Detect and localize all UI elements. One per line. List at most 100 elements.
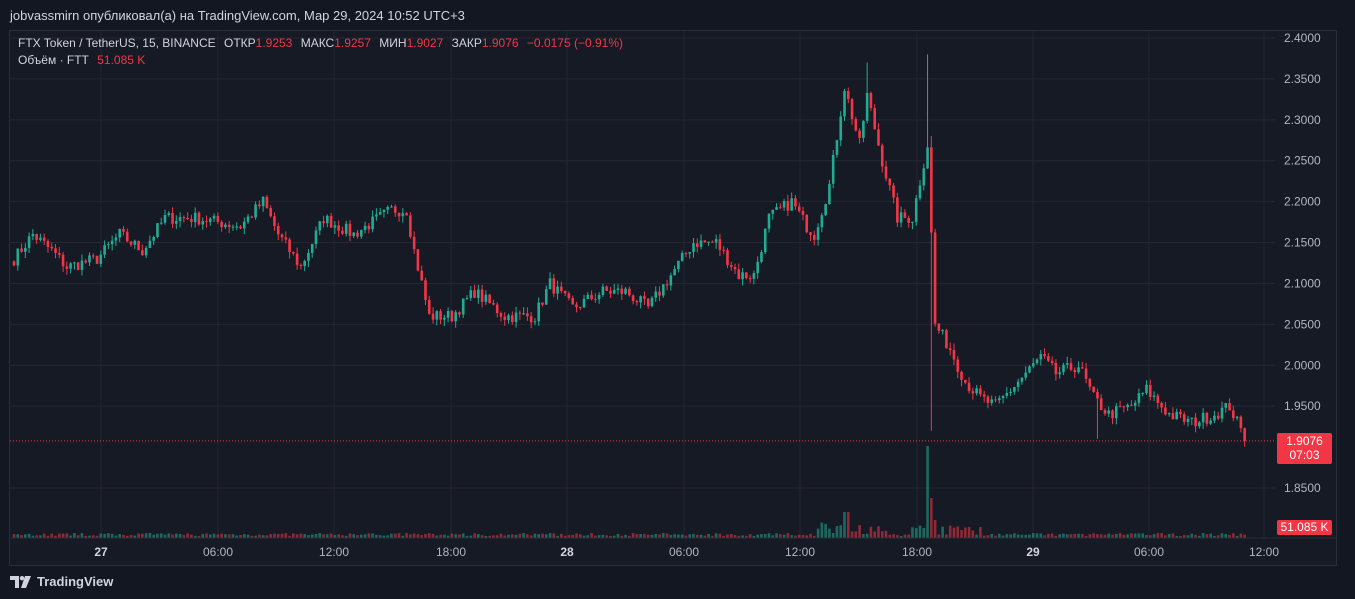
candle-body [125,231,129,242]
volume-bar [1220,533,1224,538]
time-tick-label: 12:00 [319,545,349,559]
candle-body [903,212,907,218]
candle-body [261,196,265,207]
volume-bar [65,533,69,538]
volume-bar [662,533,665,538]
volume-bar [763,534,767,538]
candle-body [1194,417,1197,427]
candle-body [1024,372,1027,378]
volume-bar [948,525,952,538]
close-value: 1.9076 [481,36,519,50]
candle-body [242,221,246,229]
candle-body [899,212,903,223]
volume-bar [473,533,476,538]
volume-bar [1092,533,1095,538]
symbol-title[interactable]: FTX Token / TetherUS, 15, BINANCE [18,36,216,50]
volume-bar [986,535,990,538]
volume-bar [171,534,174,538]
candle-body [790,198,793,211]
tradingview-brand[interactable]: TradingView [10,574,113,589]
volume-bar [646,534,650,538]
candle-body [273,216,276,226]
volume-bar [205,533,208,538]
volume-label[interactable]: Объём · FTT [18,53,89,67]
volume-bar [122,534,125,538]
candle-body [816,227,820,240]
candle-body [1054,362,1058,375]
volume-bar [1148,535,1152,538]
candle-body [960,371,963,380]
candle-body [1001,395,1005,399]
chart-legend: FTX Token / TetherUS, 15, BINANCE ОТКР1.… [18,35,628,69]
volume-bar [809,533,812,538]
close-label: ЗАКР [451,36,482,50]
candle-body [454,312,457,322]
candle-body [390,206,393,208]
volume-bar [465,535,469,538]
volume-bar [956,526,960,538]
volume-bar [250,535,254,538]
candle-body [65,266,69,269]
candle-body [665,284,669,286]
candle-body [258,204,261,207]
volume-bar [292,533,295,538]
candle-body [1137,393,1141,403]
volume-bar [854,531,858,538]
candle-body [1009,391,1012,393]
candle-body [318,221,322,231]
candle-body [209,218,212,223]
candle-body [631,295,635,302]
candle-body [624,288,627,294]
candle-body [110,240,114,245]
candle-body [756,261,759,274]
low-value: 1.9027 [406,36,444,50]
volume-bar [733,534,737,538]
volume-bar [1145,534,1148,538]
volume-bar [156,533,159,538]
volume-bar [416,534,420,538]
candle-body [1179,411,1182,415]
volume-bar [722,535,725,538]
volume-bar [12,534,16,538]
candle-body [1092,386,1095,393]
volume-bar [514,534,518,538]
volume-bar [209,534,212,538]
candle-body [677,260,680,270]
time-tick-label: 28 [560,545,574,559]
candle-body [858,130,861,138]
candle-body [80,260,84,270]
candle-body [1190,417,1194,419]
volume-bar [484,535,488,538]
candle-body [703,240,707,243]
candle-body [616,288,620,291]
volume-bar [684,535,688,538]
candle-body [1077,367,1080,373]
candle-body [269,208,272,217]
candle-body [1111,410,1114,419]
candle-body [1198,422,1201,427]
candle-body [718,239,722,250]
candle-body [609,290,612,294]
volume-bar [828,528,831,538]
volume-bar [1115,534,1118,538]
volume-bar [495,535,499,538]
volume-bar [382,535,386,538]
candle-body [650,297,654,307]
candle-body [61,254,65,267]
candle-body [850,99,854,120]
candle-body [31,233,35,237]
volume-bar [348,533,352,538]
volume-bar [862,533,865,538]
candle-body [597,294,601,300]
candle-body [159,222,163,224]
candle-body [382,209,386,213]
candle-body [1205,412,1209,424]
candle-body [526,313,529,317]
volume-bar [964,527,967,538]
candle-body [299,264,303,266]
candle-body [1058,372,1061,375]
volume-bar [650,534,654,538]
candle-body [1118,406,1122,408]
candle-body [107,244,110,246]
